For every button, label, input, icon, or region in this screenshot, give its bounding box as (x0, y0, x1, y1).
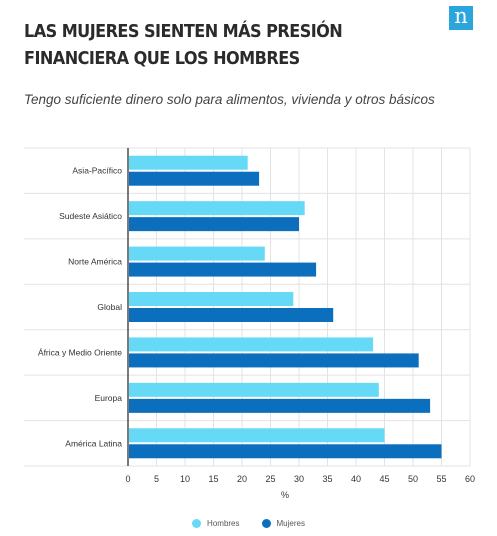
category-label: África y Medio Oriente (38, 347, 122, 357)
legend-item-mujeres[interactable]: Mujeres (261, 519, 305, 528)
bar-mujeres[interactable] (129, 444, 442, 459)
category-label: América Latina (65, 438, 122, 448)
category-label: Europa (95, 393, 123, 403)
legend-label-mujeres: Mujeres (276, 519, 305, 528)
x-tick-label: 45 (379, 474, 389, 484)
x-tick-label: 55 (436, 474, 446, 484)
bar-hombres[interactable] (129, 382, 379, 397)
x-tick-label: 5 (154, 474, 159, 484)
bar-hombres[interactable] (129, 246, 265, 261)
x-tick-label: 50 (408, 474, 418, 484)
bar-hombres[interactable] (129, 155, 248, 170)
x-tick-label: 20 (237, 474, 247, 484)
bar-hombres[interactable] (129, 337, 374, 352)
bar-hombres[interactable] (129, 292, 294, 306)
x-axis-label: % (281, 490, 289, 500)
bar-hombres[interactable] (129, 201, 305, 216)
bar-mujeres[interactable] (129, 171, 260, 186)
category-label: Sudeste Asiático (59, 211, 122, 221)
bar-hombres[interactable] (129, 428, 385, 443)
category-label: Global (97, 302, 122, 312)
bar-mujeres[interactable] (129, 353, 419, 368)
x-tick-label: 60 (465, 474, 475, 484)
x-axis-ticks: 0 5 10 15 20 25 30 35 40 45 50 55 60 (125, 474, 475, 484)
x-tick-label: 25 (265, 474, 275, 484)
bar-mujeres[interactable] (129, 262, 317, 277)
legend-swatch-mujeres (261, 519, 271, 528)
legend-item-hombres[interactable]: Hombres (192, 519, 240, 528)
nielsen-logo-icon: n (449, 6, 473, 30)
legend: Hombres Mujeres (0, 519, 497, 528)
x-tick-label: 30 (294, 474, 304, 484)
bar-mujeres[interactable] (129, 398, 431, 413)
page-title: LAS MUJERES SIENTEN MÁS PRESIÓN FINANCIE… (24, 22, 343, 69)
chart-subtitle: Tengo suficiente dinero solo para alimen… (24, 92, 435, 107)
bar-mujeres[interactable] (129, 308, 334, 322)
bar-mujeres[interactable] (129, 217, 299, 232)
x-tick-label: 35 (322, 474, 332, 484)
x-tick-label: 40 (351, 474, 361, 484)
x-tick-label: 15 (208, 474, 218, 484)
x-tick-label: 10 (180, 474, 190, 484)
category-labels: Asia-Pacífico Sudeste Asiático Norte Améri… (38, 166, 122, 449)
category-label: Asia-Pacífico (72, 166, 122, 176)
legend-swatch-hombres (192, 519, 202, 528)
x-tick-label: 0 (125, 474, 130, 484)
bars (129, 155, 442, 459)
legend-label-hombres: Hombres (207, 519, 240, 528)
category-label: Norte América (68, 257, 122, 267)
gridlines (24, 147, 471, 467)
